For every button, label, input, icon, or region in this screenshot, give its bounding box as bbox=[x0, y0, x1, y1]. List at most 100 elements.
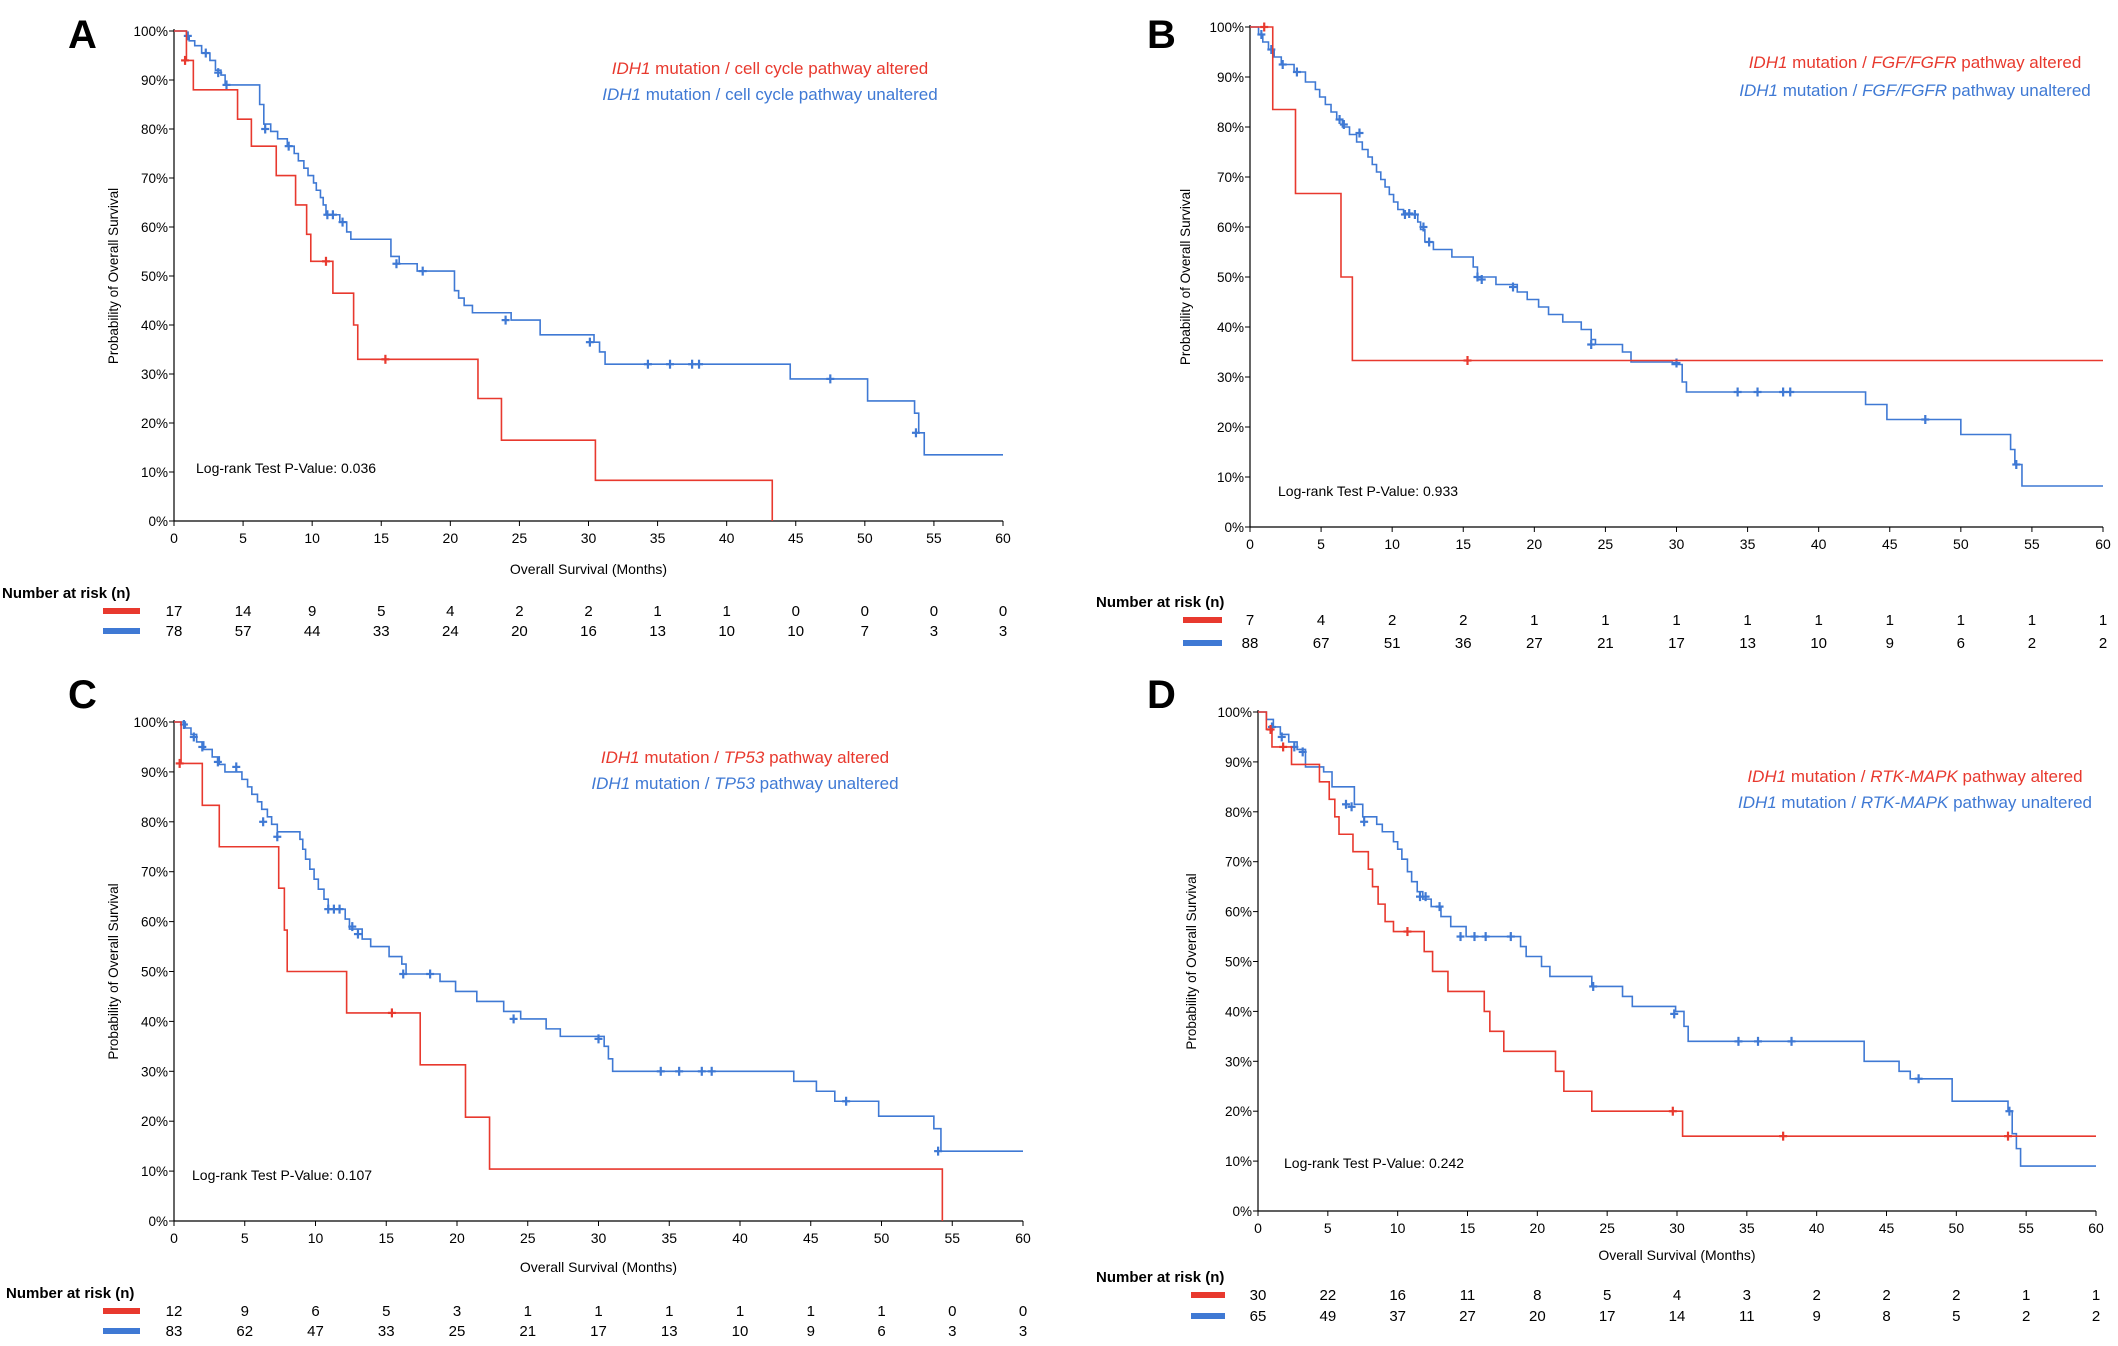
risk-value-altered: 2 bbox=[1459, 612, 1467, 629]
risk-value-unaltered: 13 bbox=[1739, 635, 1756, 652]
x-tick-label: 20 bbox=[1527, 536, 1543, 552]
risk-value-unaltered: 17 bbox=[1668, 635, 1685, 652]
y-tick-label: 0% bbox=[1232, 1204, 1252, 1219]
risk-value-altered: 12 bbox=[166, 1303, 183, 1320]
legend-text-segment: pathway unaltered bbox=[755, 774, 899, 793]
survival-curve-altered bbox=[1250, 26, 2103, 362]
risk-value-unaltered: 62 bbox=[236, 1323, 253, 1340]
y-tick-label: 90% bbox=[141, 73, 168, 88]
y-tick-label: 30% bbox=[1217, 370, 1244, 385]
x-tick-label: 0 bbox=[170, 1230, 178, 1246]
risk-value-altered: 1 bbox=[665, 1303, 673, 1320]
risk-value-altered: 4 bbox=[1673, 1287, 1681, 1304]
risk-value-altered: 30 bbox=[1250, 1287, 1267, 1304]
legend-unaltered: IDH1 mutation / cell cycle pathway unalt… bbox=[602, 85, 937, 104]
risk-value-unaltered: 3 bbox=[999, 623, 1007, 640]
y-tick-label: 90% bbox=[1225, 755, 1252, 770]
legend-altered: IDH1 mutation / RTK-MAPK pathway altered bbox=[1747, 767, 2082, 786]
legend-altered: IDH1 mutation / cell cycle pathway alter… bbox=[612, 59, 929, 78]
y-tick-label: 100% bbox=[1209, 20, 1244, 35]
y-tick-label: 50% bbox=[141, 269, 168, 284]
legend-text-segment: pathway unaltered bbox=[1948, 793, 2092, 812]
risk-value-altered: 1 bbox=[1672, 612, 1680, 629]
pvalue-annotation: Log-rank Test P-Value: 0.107 bbox=[192, 1167, 372, 1183]
risk-value-unaltered: 13 bbox=[649, 623, 666, 640]
legend-text-segment: IDH1 bbox=[601, 748, 640, 767]
risk-value-altered: 1 bbox=[2092, 1287, 2100, 1304]
risk-table-title: Number at risk (n) bbox=[1096, 1269, 1224, 1286]
risk-value-unaltered: 36 bbox=[1455, 635, 1472, 652]
legend-text-segment: IDH1 bbox=[1738, 793, 1777, 812]
y-tick-label: 100% bbox=[1217, 705, 1252, 720]
legend-text-segment: TP53 bbox=[714, 774, 755, 793]
risk-value-altered: 1 bbox=[1530, 612, 1538, 629]
y-tick-label: 70% bbox=[1225, 855, 1252, 870]
y-tick-label: 50% bbox=[141, 965, 168, 980]
risk-value-altered: 1 bbox=[524, 1303, 532, 1320]
y-tick-label: 10% bbox=[1225, 1154, 1252, 1169]
risk-value-altered: 22 bbox=[1319, 1287, 1336, 1304]
x-tick-label: 45 bbox=[803, 1230, 819, 1246]
risk-value-altered: 2 bbox=[584, 603, 592, 620]
risk-value-altered: 1 bbox=[807, 1303, 815, 1320]
x-tick-label: 25 bbox=[1599, 1220, 1615, 1236]
legend-text-segment: pathway altered bbox=[1957, 53, 2082, 72]
survival-curve-unaltered bbox=[1250, 26, 2103, 487]
x-tick-label: 35 bbox=[661, 1230, 677, 1246]
risk-value-unaltered: 49 bbox=[1319, 1308, 1336, 1325]
x-tick-label: 20 bbox=[1530, 1220, 1546, 1236]
risk-value-unaltered: 51 bbox=[1384, 635, 1401, 652]
y-tick-label: 10% bbox=[141, 1164, 168, 1179]
risk-value-altered: 1 bbox=[2028, 612, 2036, 629]
x-tick-label: 5 bbox=[1317, 536, 1325, 552]
risk-value-unaltered: 2 bbox=[2099, 635, 2107, 652]
chart-panel-a: A0%10%20%30%40%50%60%70%80%90%100%0 5 10 15… bbox=[2, 13, 1011, 640]
survival-curve-altered bbox=[1258, 711, 2096, 1137]
risk-value-unaltered: 65 bbox=[1250, 1308, 1267, 1325]
y-tick-label: 20% bbox=[1225, 1104, 1252, 1119]
x-tick-label: 25 bbox=[512, 530, 528, 546]
y-tick-label: 90% bbox=[141, 765, 168, 780]
risk-value-unaltered: 24 bbox=[442, 623, 459, 640]
y-tick-label: 0% bbox=[148, 1214, 168, 1229]
legend-altered: IDH1 mutation / TP53 pathway altered bbox=[601, 748, 889, 767]
y-axis-label: Probability of Overall Survival bbox=[106, 883, 121, 1059]
x-tick-label: 10 bbox=[1390, 1220, 1406, 1236]
y-tick-label: 100% bbox=[133, 24, 168, 39]
risk-value-altered: 0 bbox=[948, 1303, 956, 1320]
legend-text-segment: pathway altered bbox=[1958, 767, 2083, 786]
y-axis-label: Probability of Overall Survival bbox=[1178, 189, 1193, 365]
x-tick-label: 30 bbox=[581, 530, 597, 546]
risk-value-unaltered: 78 bbox=[166, 623, 183, 640]
x-tick-label: 50 bbox=[1949, 1220, 1965, 1236]
risk-value-unaltered: 33 bbox=[378, 1323, 395, 1340]
y-tick-label: 20% bbox=[1217, 420, 1244, 435]
risk-value-unaltered: 5 bbox=[1952, 1308, 1960, 1325]
legend-text-segment: mutation / cell cycle pathway unaltered bbox=[641, 85, 938, 104]
y-tick-label: 80% bbox=[1225, 805, 1252, 820]
x-axis-label: Overall Survival (Months) bbox=[510, 561, 667, 577]
risk-value-unaltered: 20 bbox=[1529, 1308, 1546, 1325]
y-tick-label: 40% bbox=[141, 318, 168, 333]
risk-value-unaltered: 67 bbox=[1313, 635, 1330, 652]
risk-value-altered: 1 bbox=[1814, 612, 1822, 629]
risk-value-altered: 2 bbox=[1882, 1287, 1890, 1304]
risk-value-unaltered: 3 bbox=[930, 623, 938, 640]
y-tick-label: 70% bbox=[141, 865, 168, 880]
legend-text-segment: mutation / bbox=[630, 774, 714, 793]
risk-value-unaltered: 2 bbox=[2028, 635, 2036, 652]
risk-value-altered: 2 bbox=[1388, 612, 1396, 629]
x-axis-label: Overall Survival (Months) bbox=[1598, 1247, 1755, 1263]
risk-value-altered: 1 bbox=[1886, 612, 1894, 629]
x-tick-label: 45 bbox=[1882, 536, 1898, 552]
risk-value-unaltered: 37 bbox=[1389, 1308, 1406, 1325]
x-axis-label: Overall Survival (Months) bbox=[520, 1259, 677, 1275]
x-tick-label: 55 bbox=[926, 530, 942, 546]
x-tick-label: 60 bbox=[995, 530, 1011, 546]
risk-value-altered: 17 bbox=[166, 603, 183, 620]
risk-value-unaltered: 3 bbox=[948, 1323, 956, 1340]
y-tick-label: 60% bbox=[1225, 905, 1252, 920]
risk-value-altered: 0 bbox=[792, 603, 800, 620]
x-tick-label: 40 bbox=[719, 530, 735, 546]
